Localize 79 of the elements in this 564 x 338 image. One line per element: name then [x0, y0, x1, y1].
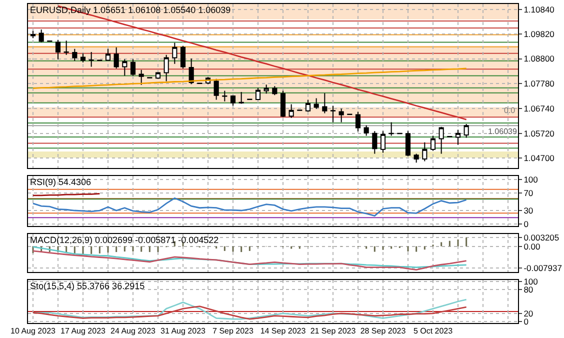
candlestick — [338, 108, 344, 123]
candlestick — [55, 39, 61, 60]
candlestick — [222, 90, 228, 102]
line-series — [32, 306, 468, 320]
candlestick — [64, 40, 69, 56]
y-tick-label: 1.08800 — [524, 54, 555, 64]
y-tick-label: -0.007937 — [524, 262, 562, 273]
x-tick-label: 5 Oct 2023 — [413, 326, 454, 336]
candlestick — [355, 111, 361, 132]
candlestick — [188, 58, 194, 85]
y-tick-label: 1.04700 — [524, 153, 555, 164]
y-tick-label: 100 — [524, 174, 538, 185]
candlestick — [172, 42, 178, 64]
candlestick — [138, 69, 144, 86]
candlestick — [314, 98, 319, 110]
x-tick-label: 17 Aug 2023 — [60, 326, 106, 336]
candlestick — [164, 54, 169, 82]
y-tick-label: 70 — [524, 188, 534, 198]
y-tick-label: 80 — [524, 284, 534, 295]
candlestick — [105, 48, 111, 62]
ref-line-label: 1.06039 — [488, 127, 518, 136]
candlestick — [38, 28, 44, 43]
candlestick — [180, 45, 186, 69]
y-tick-label: 1.06740 — [524, 104, 555, 114]
x-tick-label: 24 Aug 2023 — [110, 326, 156, 336]
candlestick — [455, 129, 461, 146]
y-tick-label: 0 — [524, 218, 529, 229]
chart-title: MACD(12,26,9) 0.002699 -0.005871 -0.004522 — [30, 235, 219, 245]
x-tick-label: 28 Sep 2023 — [360, 326, 406, 336]
candlestick — [405, 130, 411, 157]
candlestick — [322, 92, 328, 114]
candlestick — [280, 90, 286, 118]
y-tick-label: 100 — [524, 276, 538, 287]
candlestick — [155, 72, 161, 80]
y-tick-label: 30 — [524, 205, 534, 216]
candlestick — [114, 46, 119, 69]
candlestick — [388, 122, 394, 136]
chart-title: RSI(9) 54.4306 — [30, 177, 92, 187]
candlestick — [264, 84, 269, 94]
y-tick-label: 0 — [524, 316, 529, 326]
candlestick — [122, 58, 128, 76]
y-tick-label: 0.003205 — [524, 232, 560, 243]
y-tick-label: 20 — [524, 308, 534, 318]
x-tick-label: 14 Sep 2023 — [260, 326, 306, 336]
candlestick — [230, 94, 236, 106]
chart-title: Sto(15,5,4) 55.3766 36.2915 — [30, 281, 145, 291]
x-tick-label: 21 Sep 2023 — [310, 326, 356, 336]
candlestick — [214, 78, 219, 100]
candlestick — [130, 58, 136, 76]
y-tick-label: 1.07780 — [524, 78, 555, 88]
candlestick — [438, 126, 444, 154]
candlestick — [422, 142, 428, 162]
y-tick-label: 1.10840 — [524, 4, 555, 14]
y-tick-label: 0.00 — [524, 241, 541, 252]
candlestick — [255, 87, 261, 101]
y-tick-label: 1.05720 — [524, 128, 555, 138]
candlestick — [238, 91, 244, 104]
line-series — [32, 197, 468, 217]
candlestick — [364, 124, 369, 136]
y-tick-label: 1.09820 — [524, 29, 555, 40]
candlestick — [88, 51, 94, 68]
candlestick — [305, 99, 311, 112]
candlestick — [272, 86, 278, 96]
x-tick-label: 10 Aug 2023 — [10, 326, 56, 336]
candlestick — [30, 30, 36, 39]
line-series — [32, 68, 468, 89]
candlestick — [80, 52, 86, 63]
candlestick — [72, 48, 78, 62]
candlestick — [330, 105, 336, 123]
candlestick — [414, 153, 419, 164]
candlestick — [380, 130, 386, 154]
candlestick — [288, 104, 294, 118]
candlestick — [372, 130, 378, 154]
x-tick-label: 31 Aug 2023 — [160, 326, 206, 336]
line-series — [32, 250, 468, 271]
candlestick — [464, 123, 469, 138]
candlestick — [430, 135, 436, 152]
annotation: 0.0 — [504, 106, 516, 115]
x-tick-label: 7 Sep 2023 — [212, 326, 254, 336]
